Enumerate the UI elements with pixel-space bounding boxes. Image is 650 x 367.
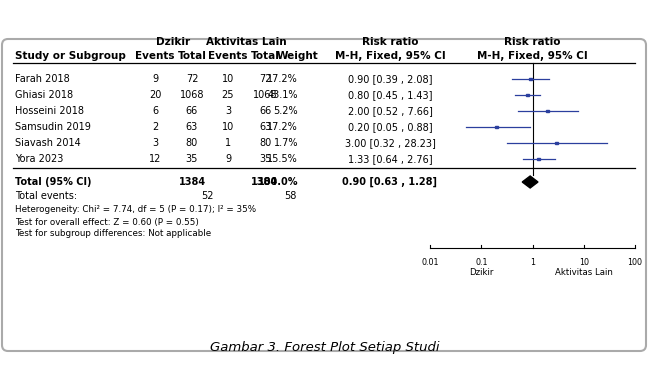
Text: Events: Events [208,51,248,61]
Text: 80: 80 [186,138,198,148]
Text: Weight: Weight [277,51,319,61]
Text: Dzikir: Dzikir [157,37,190,47]
Text: 63: 63 [259,122,271,132]
Text: Total: Total [250,51,280,61]
Text: Samsudin 2019: Samsudin 2019 [15,122,91,132]
Text: 80: 80 [259,138,271,148]
Text: Total events:: Total events: [15,191,77,201]
Bar [528,78,532,80]
Text: 25: 25 [222,90,234,100]
Text: M-H, Fixed, 95% CI: M-H, Fixed, 95% CI [477,51,588,61]
Text: Farah 2018: Farah 2018 [15,74,70,84]
Text: 0.80 [0.45 , 1.43]: 0.80 [0.45 , 1.43] [348,90,432,100]
Text: Events: Events [135,51,175,61]
Text: Risk ratio: Risk ratio [362,37,418,47]
Bar [538,158,540,160]
Text: 66: 66 [186,106,198,116]
Text: 15.5%: 15.5% [267,154,298,164]
Text: 0.90 [0.63 , 1.28]: 0.90 [0.63 , 1.28] [343,177,437,187]
Text: 100: 100 [627,258,642,267]
Text: 58: 58 [284,191,296,201]
FancyBboxPatch shape [2,39,646,351]
Text: 1.33 [0.64 , 2.76]: 1.33 [0.64 , 2.76] [348,154,432,164]
Text: Ghiasi 2018: Ghiasi 2018 [15,90,73,100]
Text: 63: 63 [186,122,198,132]
Text: 17.2%: 17.2% [267,74,298,84]
Text: 72: 72 [259,74,271,84]
Text: 2.00 [0.52 , 7.66]: 2.00 [0.52 , 7.66] [348,106,432,116]
Text: Dzikir: Dzikir [469,268,493,277]
Text: Siavash 2014: Siavash 2014 [15,138,81,148]
Text: 9: 9 [152,74,158,84]
Text: 100.0%: 100.0% [257,177,298,187]
Text: Aktivitas Lain: Aktivitas Lain [555,268,613,277]
Text: 35: 35 [186,154,198,164]
Text: 5.2%: 5.2% [274,106,298,116]
Bar [495,126,498,128]
Text: 66: 66 [259,106,271,116]
Text: Test for overall effect: Z = 0.60 (P = 0.55): Test for overall effect: Z = 0.60 (P = 0… [15,218,199,226]
Bar [547,110,549,112]
Text: 0.01: 0.01 [421,258,439,267]
Text: Yora 2023: Yora 2023 [15,154,64,164]
Text: 1: 1 [530,258,535,267]
Text: 6: 6 [152,106,158,116]
Text: 9: 9 [225,154,231,164]
Text: 0.1: 0.1 [475,258,488,267]
Text: 43.1%: 43.1% [268,90,298,100]
Text: 3: 3 [225,106,231,116]
Text: 1: 1 [225,138,231,148]
Text: Total (95% CI): Total (95% CI) [15,177,92,187]
Text: 35: 35 [259,154,271,164]
Text: 2: 2 [152,122,158,132]
Text: 10: 10 [222,122,234,132]
Text: 17.2%: 17.2% [267,122,298,132]
Text: M-H, Fixed, 95% CI: M-H, Fixed, 95% CI [335,51,445,61]
Text: 1384: 1384 [252,177,279,187]
Text: 52: 52 [201,191,213,201]
Text: 1068: 1068 [180,90,204,100]
Text: 3.00 [0.32 , 28.23]: 3.00 [0.32 , 28.23] [344,138,436,148]
Text: 20: 20 [149,90,161,100]
Text: Test for subgroup differences: Not applicable: Test for subgroup differences: Not appli… [15,229,211,239]
Text: Study or Subgroup: Study or Subgroup [15,51,126,61]
Text: 0.20 [0.05 , 0.88]: 0.20 [0.05 , 0.88] [348,122,432,132]
Text: Heterogeneity: Chi² = 7.74, df = 5 (P = 0.17); I² = 35%: Heterogeneity: Chi² = 7.74, df = 5 (P = … [15,206,256,214]
Text: Risk ratio: Risk ratio [504,37,561,47]
Polygon shape [522,176,538,188]
Text: 72: 72 [186,74,198,84]
Text: 1.7%: 1.7% [274,138,298,148]
Text: Total: Total [177,51,207,61]
Text: Gambar 3. Forest Plot Setiap Studi: Gambar 3. Forest Plot Setiap Studi [210,342,440,355]
Text: 1068: 1068 [253,90,278,100]
Bar [526,94,529,96]
Text: 3: 3 [152,138,158,148]
Text: Hosseini 2018: Hosseini 2018 [15,106,84,116]
Text: 10: 10 [578,258,589,267]
Text: 0.90 [0.39 , 2.08]: 0.90 [0.39 , 2.08] [348,74,432,84]
Text: 1384: 1384 [179,177,205,187]
Bar [556,142,558,144]
Text: Aktivitas Lain: Aktivitas Lain [206,37,287,47]
Text: 12: 12 [149,154,161,164]
Text: 10: 10 [222,74,234,84]
